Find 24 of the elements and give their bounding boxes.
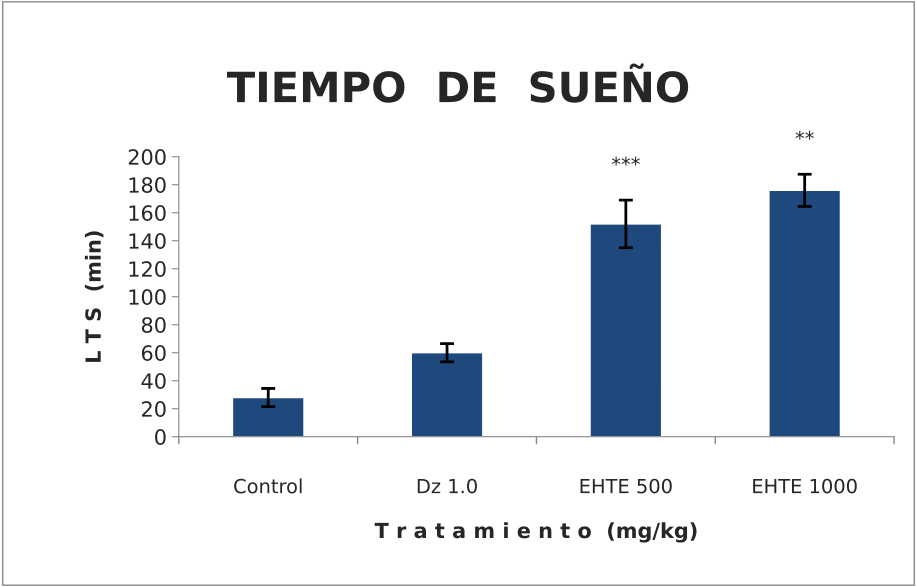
y-tick-label: 20 bbox=[142, 401, 166, 417]
y-tick-label: 100 bbox=[130, 289, 166, 305]
x-tick-label: EHTE 1000 bbox=[753, 478, 857, 494]
y-tick-label: 0 bbox=[155, 429, 166, 445]
bar bbox=[232, 396, 305, 437]
bar bbox=[768, 190, 842, 437]
bar bbox=[589, 223, 662, 437]
x-tick-label: Control bbox=[234, 478, 302, 494]
y-tick-label: 200 bbox=[128, 149, 166, 165]
x-tick-label: EHTE 500 bbox=[580, 478, 672, 494]
chart-title: TIEMPO DE SUEÑO bbox=[226, 64, 688, 103]
y-tick-label: 160 bbox=[130, 205, 166, 221]
annotation: *** bbox=[612, 156, 640, 166]
y-tick-label: 60 bbox=[142, 345, 166, 361]
y-tick-label: 140 bbox=[130, 233, 166, 249]
y-tick-label: 180 bbox=[130, 177, 166, 193]
text: ** bbox=[796, 130, 814, 140]
y-axis-title: L T S (min) bbox=[84, 231, 104, 362]
y-tick-label: 120 bbox=[130, 261, 166, 277]
x-tick-label: Dz 1.0 bbox=[418, 478, 477, 494]
y-tick-label: 80 bbox=[142, 317, 166, 333]
bar bbox=[410, 352, 484, 437]
y-tick-label: 40 bbox=[142, 373, 166, 389]
x-axis-title: T r a t a m i e n t o (mg/kg) bbox=[374, 522, 697, 543]
